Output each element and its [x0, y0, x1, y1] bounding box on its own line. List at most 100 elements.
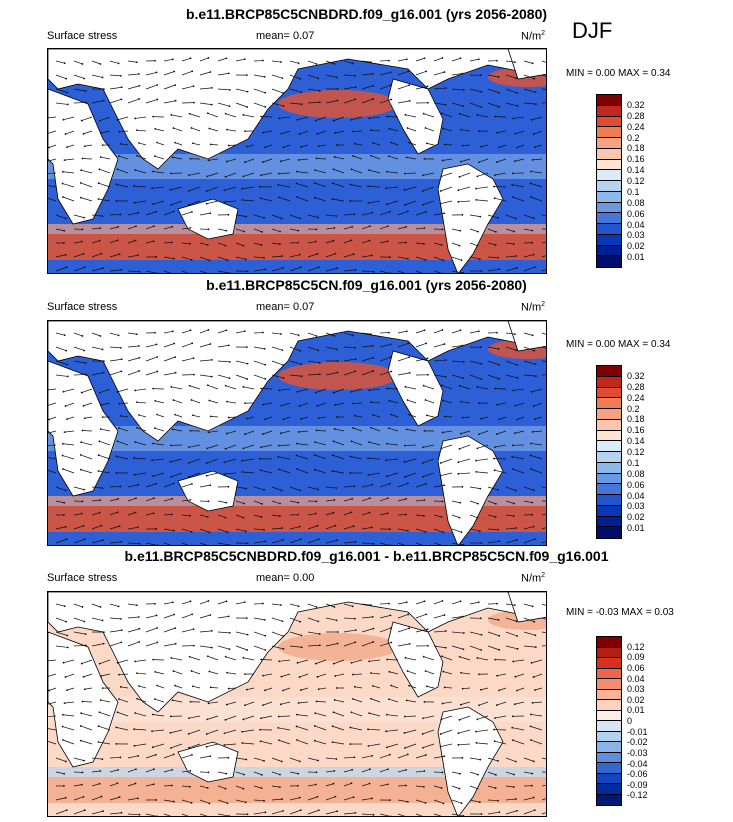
wind-vector-head [480, 417, 482, 420]
wind-vector-head [210, 358, 213, 361]
wind-vector-head [136, 672, 138, 675]
wind-vector [433, 785, 442, 789]
wind-vector-head [63, 605, 66, 608]
wind-vector-head [529, 454, 532, 457]
wind-vector [181, 71, 193, 76]
wind-vector-head [444, 630, 447, 632]
wind-vector-head [282, 648, 285, 650]
wind-vector [325, 486, 337, 489]
colorbar-swatch [597, 441, 621, 452]
wind-vector-head [245, 215, 248, 218]
wind-vector [469, 360, 482, 365]
wind-vector [487, 256, 499, 259]
wind-vector-head [385, 459, 388, 462]
wind-vector-head [282, 418, 285, 421]
wind-vector [361, 783, 370, 787]
wind-vector [157, 685, 165, 689]
wind-vector-head [406, 127, 409, 129]
wind-vector [477, 172, 489, 177]
wind-vector [433, 813, 442, 816]
wind-vector [361, 512, 370, 516]
wind-vector-head [461, 486, 464, 488]
wind-vector [109, 812, 122, 815]
wind-vector-head [263, 799, 265, 802]
wind-vector-head [388, 331, 390, 334]
wind-vector-head [172, 399, 175, 401]
wind-vector-head [120, 358, 123, 361]
wind-vector-head [228, 88, 231, 91]
wind-vector [368, 743, 381, 747]
wind-vector [91, 74, 103, 78]
wind-vector-head [390, 544, 392, 545]
wind-vector [451, 616, 463, 619]
wind-vector [208, 158, 219, 161]
continent-outline [48, 321, 546, 442]
wind-vector-head [297, 784, 299, 787]
wind-vector [138, 414, 147, 418]
wind-vector [64, 701, 75, 704]
wind-vector [73, 809, 85, 815]
wind-vector-head [264, 146, 266, 149]
wind-vector-head [137, 73, 140, 75]
colorbar-tick-label: 0.14 [627, 165, 645, 176]
wind-vector [55, 228, 65, 232]
wind-vector [343, 756, 355, 759]
wind-vector-head [531, 158, 534, 161]
wind-vector-head [189, 600, 192, 603]
wind-vector [253, 486, 265, 491]
wind-vector [98, 741, 111, 745]
wind-vector [415, 483, 427, 488]
wind-vector-head [135, 768, 137, 771]
wind-vector [397, 769, 407, 773]
wind-vector [170, 729, 183, 734]
wind-vector [199, 329, 209, 334]
wind-vector [136, 698, 147, 703]
wind-vector-head [442, 127, 445, 130]
wind-vector-head [317, 349, 320, 352]
wind-vector-head [62, 390, 65, 393]
wind-vector [307, 644, 320, 647]
wind-vector [442, 158, 453, 161]
wind-vector [315, 388, 327, 393]
wind-vector-head [102, 810, 105, 813]
wind-vector-head [297, 513, 299, 516]
wind-vector [226, 158, 237, 162]
wind-vector [397, 799, 408, 803]
wind-vector [415, 542, 423, 545]
wind-vector [415, 329, 425, 334]
wind-vector-head [515, 255, 517, 257]
wind-vector [343, 812, 356, 815]
colorbar-tick-label: 0.12 [627, 641, 645, 652]
wind-vector-head [192, 685, 194, 688]
colorbar-tick-label: 0.03 [627, 230, 645, 241]
wind-vector [541, 645, 546, 647]
wind-vector [523, 374, 536, 377]
wind-vector [64, 158, 75, 161]
colorbar-swatch [597, 700, 621, 711]
wind-vector-head [262, 704, 264, 707]
wind-vector-head [81, 63, 84, 65]
wind-vector-head [460, 802, 463, 805]
wind-vector-head [426, 85, 429, 88]
wind-vector [300, 416, 309, 420]
wind-vector-head [353, 414, 356, 417]
wind-vector-head [352, 402, 354, 405]
colorbar-tick-label: 0.02 [627, 694, 645, 705]
wind-vector-head [372, 641, 375, 643]
wind-vector-head [117, 605, 120, 608]
colorbar-tick-label: 0.28 [627, 110, 645, 121]
wind-vector [81, 388, 93, 393]
wind-vector [441, 655, 453, 661]
wind-vector-head [476, 244, 479, 247]
wind-vector-head [282, 105, 285, 107]
wind-vector [281, 130, 291, 134]
wind-vector-head [120, 811, 123, 814]
wind-vector-head [174, 627, 177, 630]
wind-vector-head [244, 704, 246, 707]
wind-vector-head [299, 620, 302, 623]
wind-vector [451, 256, 462, 261]
wind-vector-head [516, 266, 518, 269]
wind-vector [334, 428, 345, 432]
wind-vector-head [353, 346, 356, 349]
wind-vector-head [79, 454, 82, 456]
